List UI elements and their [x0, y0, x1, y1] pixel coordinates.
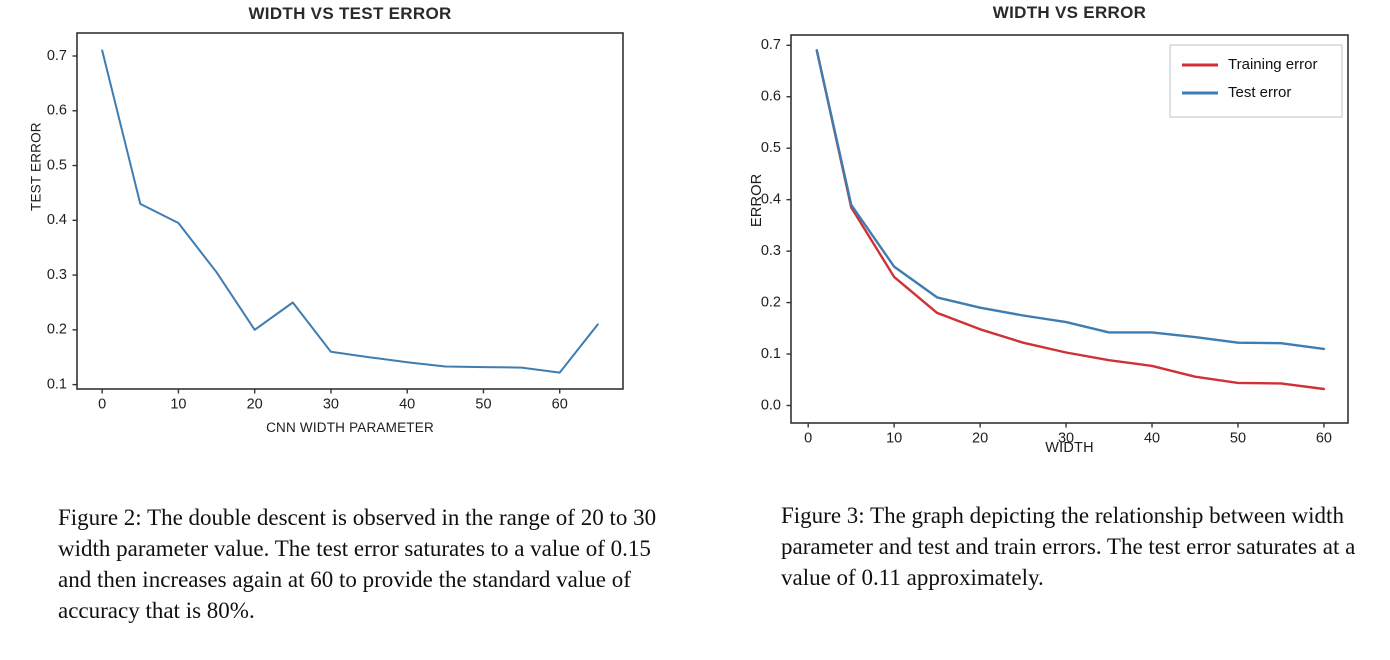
y-tick-label: 0.5	[47, 157, 67, 173]
x-axis-label: CNN WIDTH PARAMETER	[266, 420, 434, 435]
x-tick-label: 30	[1058, 431, 1074, 447]
x-tick-label: 60	[552, 397, 568, 413]
x-tick-label: 10	[886, 431, 902, 447]
y-tick-label: 0.4	[47, 212, 67, 228]
figure3-caption: Figure 3: The graph depicting the relati…	[781, 503, 1356, 590]
x-tick-label: 20	[247, 397, 263, 413]
series-line-test-error	[101, 49, 599, 374]
y-tick-label: 0.6	[761, 89, 781, 105]
legend-label: Training error	[1228, 56, 1317, 73]
x-tick-label: 50	[1230, 431, 1246, 447]
y-tick-label: 0.0	[761, 397, 781, 413]
y-tick-label: 0.4	[761, 191, 781, 207]
plot-spines	[790, 34, 1349, 424]
y-tick-label: 0.1	[47, 376, 67, 392]
y-tick-label: 0.6	[47, 103, 67, 119]
x-tick-label: 40	[1144, 431, 1160, 447]
y-tick-label: 0.2	[761, 294, 781, 310]
legend: Training error Test error	[1169, 44, 1343, 118]
x-tick-label: 30	[323, 397, 339, 413]
y-tick-label: 0.7	[761, 37, 781, 53]
figure2-chart: WIDTH VS TEST ERROR 0 10 20 30 40 50 60 0.1 0.2 0…	[0, 0, 700, 465]
x-tick-label: 40	[399, 397, 415, 413]
series-line-training-error	[815, 49, 1326, 391]
y-tick-label: 0.1	[761, 346, 781, 362]
chart-title: WIDTH VS TEST ERROR	[248, 4, 452, 23]
plot-area-svg: 0 10 20 30 40 50 60 0.1 0.2 0.3 0.4 0.5 0.6 0.7	[47, 32, 624, 413]
x-tick-label: 0	[98, 397, 106, 413]
legend-box	[1169, 44, 1343, 118]
y-tick-label: 0.5	[761, 140, 781, 156]
x-tick-label: 0	[804, 431, 812, 447]
y-tick-label: 0.2	[47, 322, 67, 338]
y-tick-label: 0.7	[47, 48, 67, 64]
x-tick-label: 10	[170, 397, 186, 413]
figure3-chart: WIDTH VS ERROR 0 10 20 30 40 50 60 0.0 0.1 0.2 0.3…	[745, 0, 1390, 470]
x-tick-label: 60	[1316, 431, 1332, 447]
plot-area-svg: 0 10 20 30 40 50 60 0.0 0.1 0.2 0.3 0.4 0.5 0.6 0.7 Tra…	[761, 34, 1349, 447]
y-tick-label: 0.3	[47, 267, 67, 283]
x-tick-label: 20	[972, 431, 988, 447]
y-tick-label: 0.3	[761, 243, 781, 259]
chart-title: WIDTH VS ERROR	[992, 3, 1147, 22]
x-axis-label: WIDTH	[1045, 440, 1094, 456]
legend-label: Test error	[1228, 84, 1291, 101]
x-tick-label: 50	[475, 397, 491, 413]
series-line-test-error	[815, 49, 1326, 351]
plot-spines	[76, 32, 624, 390]
figure2-caption: Figure 2: The double descent is observed…	[58, 505, 657, 623]
